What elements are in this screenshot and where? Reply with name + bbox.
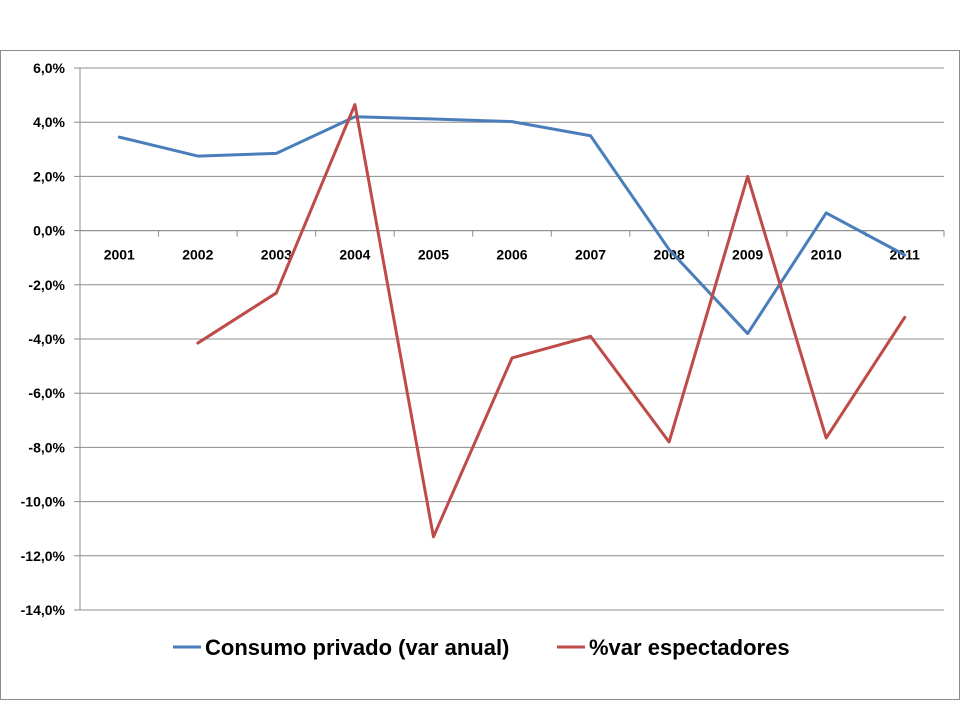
x-tick-label: 2005 bbox=[418, 247, 449, 263]
x-tick-label: 2001 bbox=[104, 247, 135, 263]
y-tick-label: 0,0% bbox=[33, 223, 65, 239]
y-tick-label: -12,0% bbox=[21, 548, 66, 564]
y-tick-label: -14,0% bbox=[21, 602, 66, 618]
chart-frame: 6,0% 4,0% 2,0% 0,0% -2,0% -4,0% -6,0% -8,0% -10,… bbox=[0, 50, 960, 700]
y-tick-label: -8,0% bbox=[28, 439, 65, 455]
legend-label: Consumo privado (var anual) bbox=[205, 635, 509, 660]
legend: Consumo privado (var anual) %var espectad… bbox=[173, 635, 790, 660]
y-tick-label: 6,0% bbox=[33, 60, 65, 76]
x-axis-tick-labels: 2001 2002 2003 2004 2005 2006 2007 2008 2009 2010… bbox=[104, 247, 920, 263]
y-tick-label: -4,0% bbox=[28, 331, 65, 347]
y-tick-label: -6,0% bbox=[28, 385, 65, 401]
x-tick-label: 2006 bbox=[496, 247, 527, 263]
x-tick-label: 2003 bbox=[261, 247, 292, 263]
y-tick-label: 4,0% bbox=[33, 114, 65, 130]
y-tick-label: -2,0% bbox=[28, 277, 65, 293]
x-tick-label: 2010 bbox=[811, 247, 842, 263]
x-tick-label: 2007 bbox=[575, 247, 606, 263]
y-axis-tick-labels: 6,0% 4,0% 2,0% 0,0% -2,0% -4,0% -6,0% -8,0% -10,… bbox=[21, 60, 66, 618]
x-tick-label: 2002 bbox=[182, 247, 213, 263]
line-chart: 6,0% 4,0% 2,0% 0,0% -2,0% -4,0% -6,0% -8,0% -10,… bbox=[21, 60, 945, 660]
y-tick-label: 2,0% bbox=[33, 168, 65, 184]
x-tick-label: 2004 bbox=[339, 247, 370, 263]
series-line-1 bbox=[117, 115, 907, 336]
legend-label: %var espectadores bbox=[589, 635, 790, 660]
x-tick-label: 2009 bbox=[732, 247, 763, 263]
series-line-2 bbox=[196, 103, 907, 539]
gridlines bbox=[74, 67, 945, 611]
series-lines bbox=[117, 103, 907, 539]
y-tick-label: -10,0% bbox=[21, 494, 66, 510]
